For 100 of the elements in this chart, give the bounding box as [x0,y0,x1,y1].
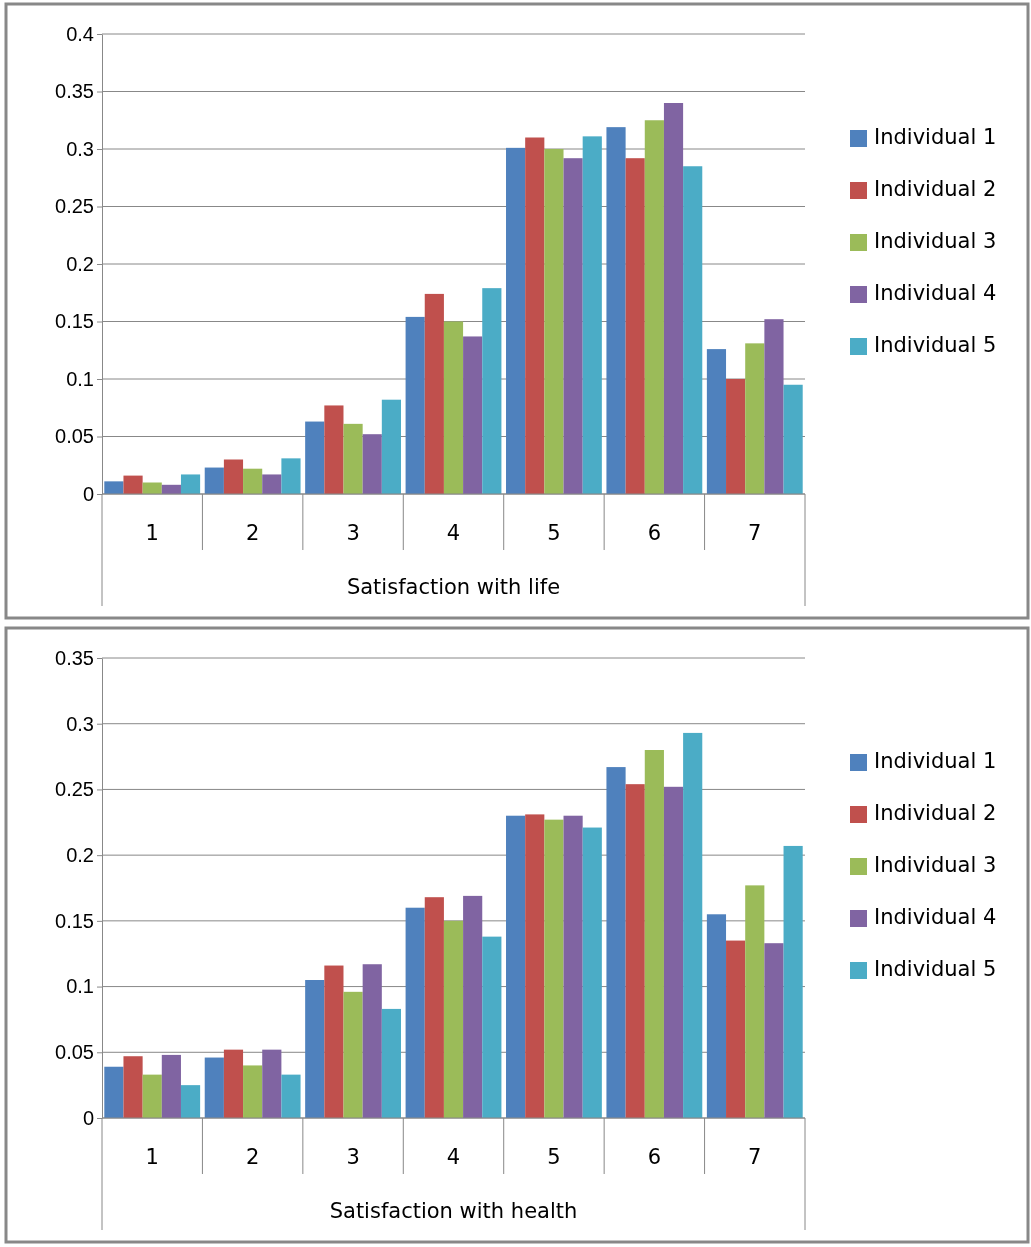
legend-label: Individual 2 [874,177,997,201]
y-tick-label: 0.35 [55,646,94,669]
legend-label: Individual 3 [874,229,997,253]
x-tick-label: 3 [346,521,360,545]
y-tick-label: 0.05 [55,425,94,448]
bar [683,166,703,494]
bar [764,943,784,1118]
bar [783,384,803,494]
x-tick-label: 6 [647,1145,662,1169]
bar [482,288,502,494]
bar [281,1074,301,1118]
legend-label: Individual 4 [874,905,997,929]
y-tick-label: 0.3 [66,137,94,160]
bar [305,421,325,494]
x-tick-label: 3 [346,1145,360,1169]
bar [324,965,344,1118]
x-tick-label: 4 [446,521,461,545]
bar [463,336,483,494]
legend-label: Individual 3 [874,853,997,877]
x-axis-title: Satisfaction with life [346,575,561,599]
bar [405,907,425,1118]
bar [506,147,526,494]
x-tick-label: 2 [245,521,260,545]
y-tick-label: 0 [82,1106,94,1129]
bar [362,964,382,1118]
y-tick-label: 0.25 [55,195,94,218]
x-tick-label: 7 [748,521,762,545]
y-tick-label: 0.3 [66,712,94,735]
bar [525,137,545,494]
bar [644,120,664,494]
y-tick-label: 0 [82,482,94,505]
bar [180,1085,201,1118]
bar [644,750,664,1118]
bar [262,474,282,494]
bar [582,136,602,494]
bar [544,149,564,494]
bar [663,103,684,494]
y-tick-label: 0.4 [66,22,94,45]
bar [381,399,401,494]
bar [706,349,727,494]
bar [525,814,545,1118]
bar [443,321,464,494]
y-tick-label: 0.05 [55,1041,94,1064]
bar [726,379,746,494]
bar [443,920,464,1118]
bar [180,474,201,494]
legend-label: Individual 1 [874,749,997,773]
bar [745,885,765,1118]
bar [606,127,626,494]
x-tick-label: 2 [245,1145,260,1169]
x-tick-label: 4 [446,1145,461,1169]
y-tick-label: 0.25 [55,778,94,801]
y-tick-label: 0.2 [66,252,94,275]
bar [783,845,803,1118]
bar [726,940,746,1118]
x-tick-label: 5 [547,521,561,545]
bar [204,1057,224,1118]
y-tick-label: 0.15 [55,909,94,932]
bar [243,468,263,494]
y-tick-label: 0.1 [66,975,94,998]
bar [123,1056,143,1118]
bar [324,405,344,494]
bar [243,1065,263,1118]
bar [606,767,626,1118]
bar [424,293,444,494]
y-tick-label: 0.35 [55,80,94,103]
y-tick-label: 0.1 [66,367,94,390]
bar [343,423,363,494]
bar [582,827,602,1118]
bar [123,475,143,494]
bar [204,467,224,494]
x-tick-label: 1 [145,521,159,545]
bar [104,481,124,494]
bar [506,815,526,1118]
x-tick-label: 6 [647,521,662,545]
bar [362,434,382,494]
bar [161,1054,181,1118]
bar [424,897,444,1118]
x-axis-title: Satisfaction with health [329,1199,578,1223]
y-tick-label: 0.15 [55,310,94,333]
y-tick-label: 0.2 [66,844,94,867]
bar [745,343,765,494]
bar [625,158,645,494]
bar [405,316,425,494]
bar [262,1049,282,1118]
bar [544,819,564,1118]
bar [142,1074,162,1118]
legend-label: Individual 5 [874,333,997,357]
bar [683,732,703,1118]
bar [223,459,244,494]
legend-label: Individual 5 [874,957,997,981]
x-tick-label: 1 [145,1145,159,1169]
bar [625,784,645,1118]
bar [563,815,583,1118]
legend-label: Individual 2 [874,801,997,825]
bar [563,158,583,494]
bar [104,1066,124,1118]
bar [764,319,784,494]
bar [463,895,483,1118]
bar [343,991,363,1118]
